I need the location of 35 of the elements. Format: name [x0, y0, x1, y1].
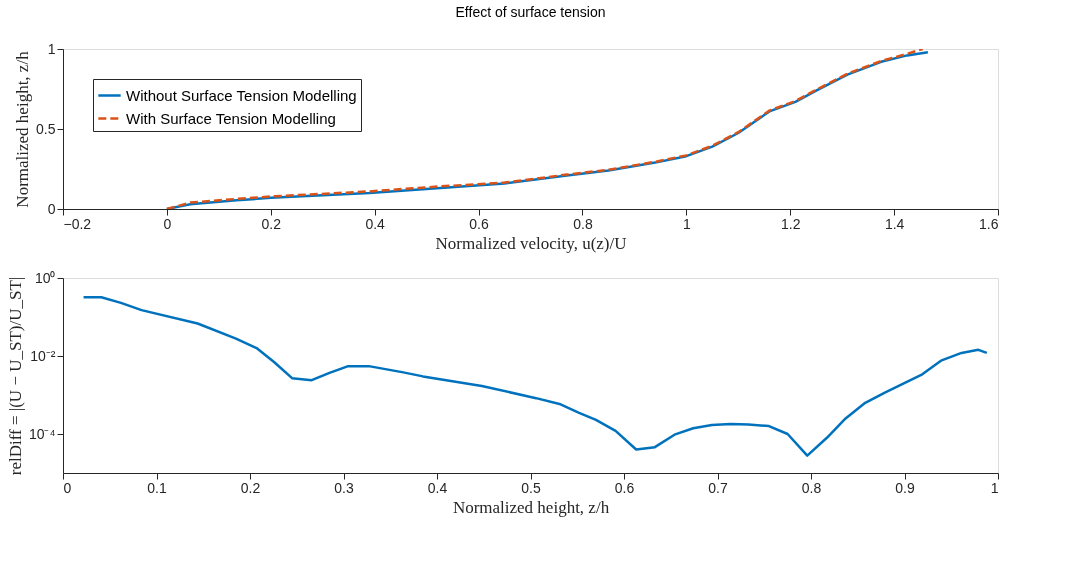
y-tick-label: 1 [47, 40, 56, 57]
x-tick-label: 0 [163, 215, 172, 232]
x-tick-label: 0.4 [427, 479, 448, 496]
y-axis-title: Normalized height, z/h [13, 50, 33, 208]
x-tick-label: 1.4 [884, 215, 905, 232]
x-tick-label: 0.1 [147, 479, 167, 496]
line-series [82, 296, 989, 457]
x-tick-label: 0.7 [708, 479, 728, 496]
x-tick-label: 0 [63, 479, 72, 496]
x-tick-label: 0.8 [801, 479, 822, 496]
x-tick-label: 1.6 [979, 215, 999, 232]
x-tick-label: 0.2 [240, 479, 261, 496]
chart-title: Effect of surface tension [455, 4, 606, 20]
x-tick-label: 0.4 [365, 215, 386, 232]
x-tick-label: 0.3 [334, 479, 354, 496]
x-axis-title: Normalized height, z/h [452, 497, 610, 517]
x-tick-label: 0.6 [614, 479, 635, 496]
x-tick-label: 0.6 [469, 215, 489, 232]
y-tick-label: 0 [47, 200, 56, 217]
y-tick-label: 10⁻⁴ [28, 425, 56, 442]
x-tick-label: 1.2 [780, 215, 801, 232]
y-tick-label: 10⁰ [34, 269, 56, 286]
legend-label: Without Surface Tension Modelling [126, 86, 357, 104]
x-tick-label: 0.2 [261, 215, 282, 232]
x-tick-label: 0.5 [521, 479, 541, 496]
x-tick-label: 0.8 [573, 215, 593, 232]
x-tick-label: −0.2 [63, 215, 92, 232]
x-tick-label: 0.9 [895, 479, 915, 496]
y-tick-label: 10⁻² [30, 347, 56, 364]
x-axis-title: Normalized velocity, u(z)/U [435, 233, 627, 253]
y-axis-title: relDiff = |(U − U_ST)/U_ST| [5, 276, 25, 476]
legend-label: With Surface Tension Modelling [126, 109, 336, 127]
x-tick-label: 1 [682, 215, 691, 232]
y-tick-label: 0.5 [36, 120, 56, 137]
x-tick-label: 1 [990, 479, 999, 496]
